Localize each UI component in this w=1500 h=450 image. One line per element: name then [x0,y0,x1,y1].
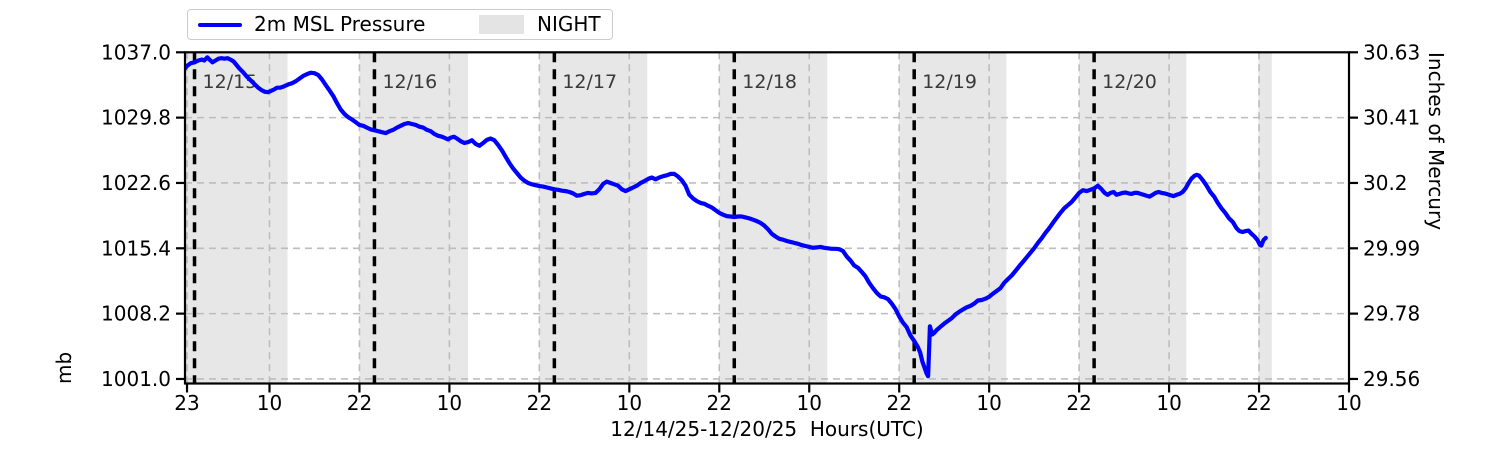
plot-border [183,51,1351,385]
y-tick-label-right: 29.56 [1363,367,1420,391]
day-label: 12/17 [562,71,617,93]
x-tick-label: 22 [1066,391,1091,415]
x-axis-label: 12/14/25-12/20/25 Hours(UTC) [610,417,924,441]
x-tick-label: 10 [437,391,462,415]
y-axis-label-left: mb [52,351,76,384]
x-tick-label: 22 [347,391,372,415]
y-tick-label-left: 1029.8 [101,106,171,130]
y-tick-label-left: 1015.4 [101,236,171,260]
day-label: 12/19 [922,71,977,93]
x-tick-label: 10 [617,391,642,415]
x-tick-label: 22 [1246,391,1271,415]
y-tick-label-left: 1008.2 [101,302,171,326]
x-tick-label: 23 [174,391,199,415]
x-tick-label: 10 [257,391,282,415]
chart-legend: 2m MSL Pressure NIGHT [187,9,613,40]
day-label: 12/20 [1102,71,1157,93]
night-patch-swatch [479,15,524,34]
y-tick-label-left: 1022.6 [101,171,171,195]
y-axis-label-right: Inches of Mercury [1424,52,1448,231]
night-band [1258,52,1272,384]
y-tick-label-right: 30.2 [1363,171,1408,195]
legend-series-label: 2m MSL Pressure [254,12,426,36]
y-tick-label-right: 30.41 [1363,106,1420,130]
x-tick-label: 22 [886,391,911,415]
x-tick-label: 10 [976,391,1001,415]
y-tick-label-left: 1001.0 [101,367,171,391]
night-band [185,52,288,384]
x-tick-label: 22 [527,391,552,415]
day-label: 12/18 [742,71,797,93]
pressure-line [185,55,1268,379]
x-tick-label: 22 [707,391,732,415]
legend-night-label: NIGHT [537,12,601,36]
y-tick-label-right: 29.99 [1363,236,1420,260]
series-line-swatch [198,23,242,27]
day-label: 12/16 [382,71,437,93]
y-tick-label-left: 1037.0 [101,40,171,64]
day-label: 12/15 [203,71,258,93]
x-tick-label: 10 [1156,391,1181,415]
y-tick-label-right: 29.78 [1363,302,1420,326]
x-tick-label: 10 [1336,391,1361,415]
x-tick-label: 10 [797,391,822,415]
y-tick-label-right: 30.63 [1363,40,1420,64]
